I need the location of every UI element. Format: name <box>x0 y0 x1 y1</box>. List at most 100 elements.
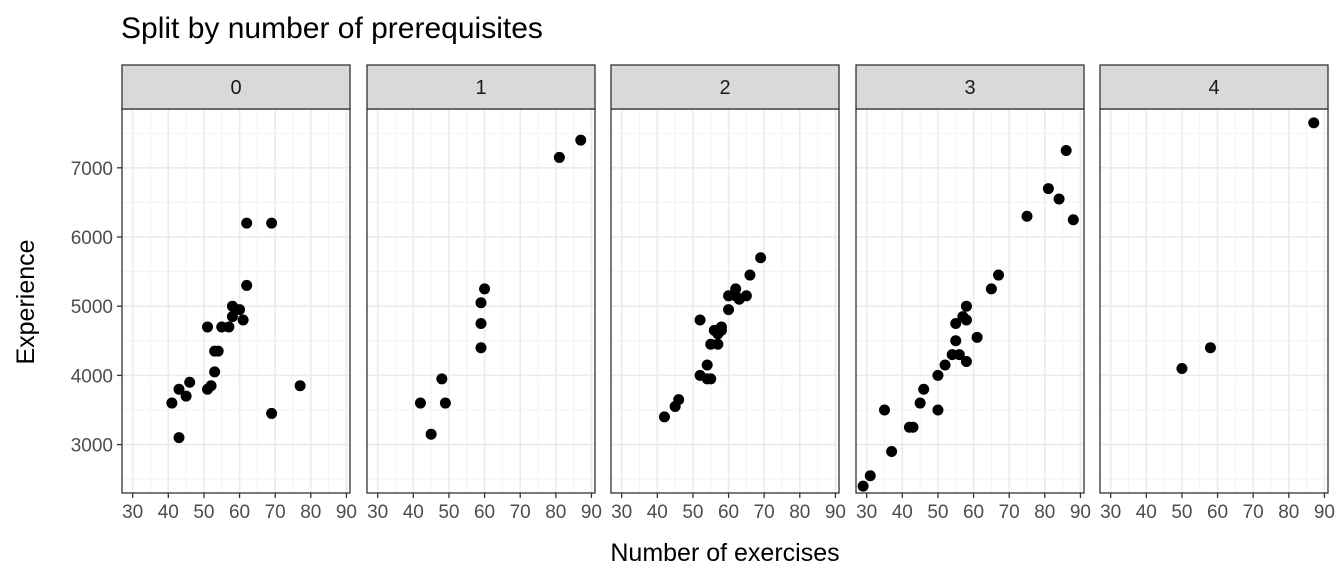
x-tick-label: 90 <box>336 502 357 523</box>
facet-strip <box>855 64 1085 110</box>
data-point <box>960 300 972 312</box>
data-point <box>985 283 997 295</box>
data-point <box>475 297 487 309</box>
x-tick-label: 70 <box>265 502 286 523</box>
data-point <box>173 432 185 444</box>
data-point <box>960 356 972 368</box>
x-tick-label: 50 <box>927 502 948 523</box>
data-point <box>266 217 278 229</box>
data-point <box>414 397 426 409</box>
facet-panel-0: 0 30 40 50 60 70 80 90 <box>121 64 357 523</box>
x-tick-label: 50 <box>682 502 703 523</box>
data-point <box>173 383 185 395</box>
facet-panels: 0 30 40 50 60 70 80 90 1 30 40 50 60 70 80 90 2 30 40 50 60 7… <box>121 64 1335 523</box>
x-tick-label: 80 <box>789 502 810 523</box>
data-point <box>575 134 587 146</box>
data-point <box>1308 117 1320 129</box>
data-point <box>475 317 487 329</box>
data-point <box>294 380 306 392</box>
data-point <box>744 269 756 281</box>
x-tick-label: 70 <box>999 502 1020 523</box>
data-point <box>237 314 249 326</box>
data-point <box>180 390 192 402</box>
data-point <box>701 359 713 371</box>
data-point <box>223 321 235 333</box>
x-axis-title: Number of exercises <box>610 539 839 567</box>
data-point <box>1060 145 1072 157</box>
data-point <box>960 314 972 326</box>
x-tick-label: 60 <box>474 502 495 523</box>
y-tick-label: 5000 <box>71 297 113 318</box>
data-point <box>953 349 965 361</box>
facet-strip <box>610 64 840 110</box>
data-point <box>1021 210 1033 222</box>
x-tick-label: 70 <box>1243 502 1264 523</box>
data-point <box>1042 183 1054 195</box>
x-tick-label: 40 <box>892 502 913 523</box>
y-tick-label: 6000 <box>71 228 113 249</box>
x-tick-label: 30 <box>856 502 877 523</box>
data-point <box>918 383 930 395</box>
data-point <box>479 283 491 295</box>
x-tick-label: 90 <box>825 502 846 523</box>
x-tick-label: 50 <box>193 502 214 523</box>
x-tick-label: 80 <box>1278 502 1299 523</box>
data-point <box>241 217 253 229</box>
data-point <box>932 369 944 381</box>
data-point <box>658 411 670 423</box>
y-tick-label: 4000 <box>71 366 113 387</box>
x-tick-label: 60 <box>1207 502 1228 523</box>
x-tick-label: 30 <box>122 502 143 523</box>
data-point <box>166 397 178 409</box>
panel-background <box>856 109 1084 493</box>
data-point <box>553 151 565 163</box>
x-tick-label: 30 <box>1100 502 1121 523</box>
facet-strip <box>366 64 596 110</box>
facet-strip <box>121 64 351 110</box>
x-tick-label: 90 <box>581 502 602 523</box>
y-axis-title: Experience <box>12 239 40 364</box>
facet-strip-label: 4 <box>1208 77 1219 99</box>
data-point <box>939 359 951 371</box>
y-tick-label: 7000 <box>71 159 113 180</box>
data-point <box>226 311 238 323</box>
panel-background <box>1100 109 1328 493</box>
x-tick-label: 70 <box>754 502 775 523</box>
chart-title: Split by number of prerequisites <box>121 12 543 45</box>
data-point <box>209 366 221 378</box>
data-point <box>730 283 742 295</box>
data-point <box>879 404 890 416</box>
x-tick-label: 40 <box>403 502 424 523</box>
facet-panel-4: 4 30 40 50 60 70 80 90 <box>1099 64 1335 523</box>
data-point <box>439 397 451 409</box>
data-point <box>950 335 962 347</box>
data-point <box>673 394 685 406</box>
y-tick-label: 3000 <box>71 436 113 457</box>
x-tick-label: 50 <box>1171 502 1192 523</box>
x-tick-label: 60 <box>963 502 984 523</box>
data-point <box>755 252 767 264</box>
x-tick-label: 90 <box>1314 502 1335 523</box>
data-point <box>205 380 217 392</box>
data-point <box>1204 342 1216 354</box>
x-tick-label: 40 <box>158 502 179 523</box>
data-point <box>436 373 448 385</box>
data-point <box>932 404 944 416</box>
x-tick-label: 40 <box>1136 502 1157 523</box>
data-point <box>993 269 1004 281</box>
panel-background <box>122 109 350 493</box>
data-point <box>864 470 876 482</box>
data-point <box>425 428 437 440</box>
data-point <box>212 345 224 357</box>
data-point <box>740 290 752 302</box>
data-point <box>694 314 706 326</box>
x-tick-label: 50 <box>438 502 459 523</box>
x-tick-label: 90 <box>1070 502 1091 523</box>
data-point <box>712 338 724 350</box>
facet-panel-3: 3 30 40 50 60 70 80 90 <box>855 64 1091 523</box>
data-point <box>907 421 919 433</box>
data-point <box>475 342 487 354</box>
data-point <box>184 376 196 388</box>
facet-strip-label: 0 <box>230 77 241 99</box>
